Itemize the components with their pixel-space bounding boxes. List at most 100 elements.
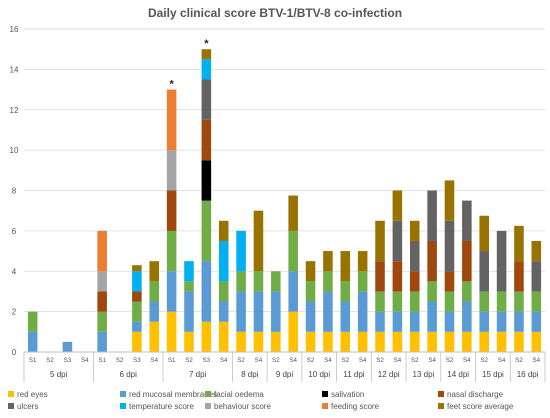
y-tick-label: 2 <box>12 308 17 317</box>
x-category-label: S2 <box>515 357 523 364</box>
bar-segment <box>201 160 212 201</box>
bar-segment <box>305 281 316 302</box>
bar-segment <box>462 240 472 282</box>
bar-segment <box>375 331 385 352</box>
bar-segment <box>149 301 160 322</box>
grid-lines <box>24 28 545 353</box>
x-group-label: 6 dpi <box>120 370 138 379</box>
legend-label: nasal discharge <box>447 390 504 399</box>
y-tick-label: 14 <box>10 65 19 74</box>
bar-segment <box>427 190 437 241</box>
bar-segment <box>97 291 107 312</box>
bar-segment <box>392 331 403 352</box>
legend-label: red mucosal membranes <box>129 390 217 399</box>
legend-swatch <box>438 403 444 409</box>
bar-segment <box>444 220 455 272</box>
bar-segment <box>375 261 385 292</box>
bar-segment <box>409 240 420 272</box>
legend-label: salivation <box>331 390 364 399</box>
x-category-label: S2 <box>237 357 245 364</box>
x-category-label: S3 <box>203 357 211 364</box>
x-group-label: 15 dpi <box>482 370 504 379</box>
x-category-label: S4 <box>81 357 89 364</box>
bar-segment <box>409 271 420 292</box>
legend-label: behaviour score <box>214 402 271 411</box>
bar-segment <box>132 265 142 272</box>
x-group-label: 13 dpi <box>413 370 435 379</box>
x-category-label: S2 <box>307 357 315 364</box>
bar-segment <box>218 281 229 302</box>
bar-segment <box>514 225 524 262</box>
y-tick-label: 6 <box>12 227 17 236</box>
bar-segment <box>531 291 542 312</box>
bar-segment <box>305 301 316 332</box>
bar-segment <box>288 311 298 352</box>
x-category-label: S4 <box>220 357 228 364</box>
bar-segment <box>462 200 472 241</box>
significance-marker: * <box>204 38 209 50</box>
bar-segment <box>97 311 107 332</box>
x-group-label: 5 dpi <box>50 370 68 379</box>
x-group-label: 7 dpi <box>189 370 207 379</box>
x-group-label: 10 dpi <box>308 370 330 379</box>
bar-segment <box>288 230 298 272</box>
x-group-label: 12 dpi <box>378 370 400 379</box>
x-category-label: S1 <box>98 357 106 364</box>
bar-segment <box>392 261 403 292</box>
bar-segment <box>514 311 524 332</box>
bar-segment <box>236 271 246 292</box>
bar-segment <box>514 261 524 292</box>
bar-segment <box>357 251 368 272</box>
bar-segment <box>218 240 229 282</box>
bar-segment <box>62 341 73 352</box>
bar-segment <box>392 220 403 262</box>
x-category-label: S2 <box>341 357 349 364</box>
bar-segment <box>166 311 177 352</box>
bar-segment <box>427 331 437 352</box>
bar-segment <box>166 150 177 191</box>
y-tick-label: 0 <box>12 348 17 357</box>
bar-segment <box>305 331 316 352</box>
bar-segment <box>253 271 264 292</box>
bar-segment <box>409 311 420 332</box>
x-category-label: S3 <box>133 357 141 364</box>
bar-segment <box>323 331 333 352</box>
bar-segment <box>427 301 437 332</box>
bar-segment <box>444 180 455 221</box>
bar-segment <box>427 281 437 302</box>
bar-segment <box>166 271 177 312</box>
bar-segment <box>149 261 160 282</box>
bar-segment <box>184 281 194 292</box>
legend-label: feeding score <box>331 402 380 411</box>
bar-segment <box>184 331 194 352</box>
x-category-label: S2 <box>411 357 419 364</box>
bar-segment <box>340 301 351 332</box>
x-category-label: S2 <box>480 357 488 364</box>
bar-segment <box>323 291 333 332</box>
bar-segment <box>218 301 229 322</box>
bar-segment <box>132 291 142 302</box>
bar-segment <box>479 311 489 332</box>
bar-segment <box>392 311 403 332</box>
bar-segment <box>201 261 212 322</box>
x-category-label: S2 <box>446 357 454 364</box>
bar-segment <box>201 49 212 60</box>
annotations: ** <box>169 38 209 90</box>
bar-segment <box>531 240 542 262</box>
bar-segment <box>201 119 212 161</box>
bar-segment <box>462 281 472 302</box>
bar-segment <box>236 291 246 332</box>
x-category-label: S4 <box>498 357 506 364</box>
bar-segment <box>323 251 333 272</box>
bar-segment <box>392 291 403 312</box>
bar-segment <box>340 281 351 302</box>
legend-swatch <box>322 391 328 397</box>
x-category-label: S2 <box>46 357 54 364</box>
x-category-label: S4 <box>289 357 297 364</box>
bar-segment <box>409 220 420 241</box>
legend-swatch <box>120 403 126 409</box>
bar-segment <box>149 281 160 302</box>
bar-segment <box>375 311 385 332</box>
